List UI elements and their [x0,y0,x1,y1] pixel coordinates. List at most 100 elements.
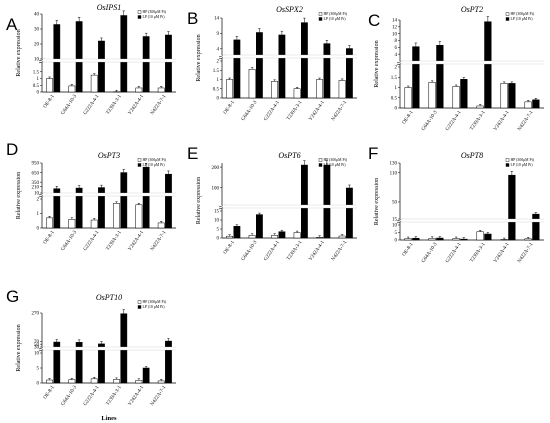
y-tick-label-g: 70 [34,340,40,345]
x-category-label-c: OE-8-1 [402,110,415,126]
bar-hp-c [404,87,412,109]
bar-lp-f [484,233,492,241]
y-tick-label-f: 130 [390,162,398,167]
panel-a: OsIPS1 Relative expression 0 0.5 1 1.5 10 20 30 4… [16,3,176,116]
x-category-label-d: V242A-4-1 [128,230,146,252]
y-tick-label-a: 0.5 [33,84,40,89]
bar-lp-e [323,164,331,239]
bar-break-band-g [43,347,176,350]
x-category-label-b: N422A-7-1 [331,100,349,122]
bar-lp-f [532,213,540,241]
y-tick-label-c: 6 [395,46,398,51]
bar-lp-a [165,34,172,93]
bar-lp-c [484,21,492,109]
panel-letter-d: D [6,140,18,159]
axis-break-gap-f [397,219,403,222]
chart-title-d: OsPT3 [98,151,120,160]
y-tick-label-a: 30 [34,28,40,33]
axis-break-gap-g [39,347,45,350]
bar-lp-e [301,164,308,239]
bar-hp-d [113,203,120,229]
bar-break-band-b [223,55,357,58]
bar-hp-b [316,79,324,99]
y-tick-label-d: 0 [37,227,40,232]
bar-lp-f [460,238,468,241]
legend-swatch-hp-f [505,158,510,162]
y-tick-label-b: 1.5 [213,69,220,74]
panel-e: OsPT6 Relative expression 0 5 10 15 100 200 OE-8… [196,151,357,262]
y-tick-label-d: 650 [32,171,40,176]
y-axis-label-c: Relative expression [374,40,380,87]
legend-label-hp-e: HP (300μM Pi) [324,158,348,162]
legend-swatch-lp-f [505,163,510,167]
y-tick-label-a: 10 [34,58,40,63]
x-category-label-g: G222A-4-1 [83,385,101,407]
bar-hp-c [476,105,484,109]
panel-letter-b: B [187,9,198,28]
bar-hp-g [68,379,76,384]
bar-hp-f [476,231,484,241]
x-axis-label-g: Lines [101,415,117,422]
y-axis-label-e: Relative expression [196,177,202,224]
bar-hp-g [157,380,165,384]
x-category-label-d: N422A-7-1 [150,230,168,252]
bar-lp-a [98,40,105,93]
bar-lp-c [436,45,444,109]
y-tick-label-f: 15 [392,218,398,223]
x-category-label-f: T239A-3-1 [470,242,487,264]
x-category-label-a: N422A-7-1 [150,94,168,116]
x-category-label-e: N422A-7-1 [331,240,349,262]
legend-label-hp-f: HP (300μM Pi) [511,158,535,162]
legend-swatch-hp-g [137,300,142,304]
bar-hp-c [500,83,508,109]
bar-hp-e [293,232,301,239]
axis-break-gap-d [39,193,45,196]
y-tick-label-e: 5 [217,228,220,233]
y-tick-label-c: 4 [395,53,398,58]
legend-label-lp-g: LP (10 μM Pi) [143,305,166,309]
y-tick-label-c: 1.5 [391,76,398,81]
bar-hp-b [293,88,301,99]
y-tick-label-g: 5 [37,367,40,372]
x-category-label-a: G64A-10-3 [61,94,79,116]
y-tick-label-c: 0 [395,107,398,112]
x-category-label-g: T239A-3-1 [106,385,123,407]
bar-lp-a [120,15,128,93]
panel-c: OsPT2 Relative expression 0 0.5 1 1.5 2 4 6 8 1012… [374,5,544,132]
y-axis-label-a: Relative expression [16,29,22,76]
bar-hp-a [135,87,143,93]
x-category-label-f: G64A-10-3 [421,242,439,264]
bar-hp-c [524,101,532,109]
bar-break-band-e [223,205,357,208]
y-tick-label-c: 12 [392,26,398,31]
legend-label-lp-e: LP (10 μM Pi) [324,163,347,167]
x-category-label-f: V242A-4-1 [493,242,511,264]
y-tick-label-c: 2 [395,66,398,71]
bar-hp-d [135,204,143,229]
y-axis-label-f: Relative expression [374,178,380,225]
panel-letter-f: F [368,144,378,163]
axis-break-gap-c [397,61,403,64]
bar-hp-d [68,219,76,229]
axis-break-gap-b [219,55,225,58]
legend-swatch-hp-e [318,158,323,162]
x-category-label-a: T239A-3-1 [106,94,123,116]
x-category-label-c: G222A-4-1 [445,110,463,132]
y-tick-label-c: 14 [392,19,398,24]
x-category-label-e: OE-8-1 [223,240,236,256]
y-tick-label-f: 50 [392,201,398,206]
x-category-label-b: V242A-4-1 [309,100,327,122]
legend-swatch-lp-b [318,17,323,21]
bar-lp-c [412,46,420,109]
x-category-label-e: T239A-3-1 [286,240,303,262]
y-tick-label-a: 1.5 [33,70,40,75]
legend-label-lp-c: LP (10 μM Pi) [511,17,534,21]
legend-label-hp-a: HP (300μM Pi) [143,10,167,14]
bar-hp-f [452,238,460,241]
